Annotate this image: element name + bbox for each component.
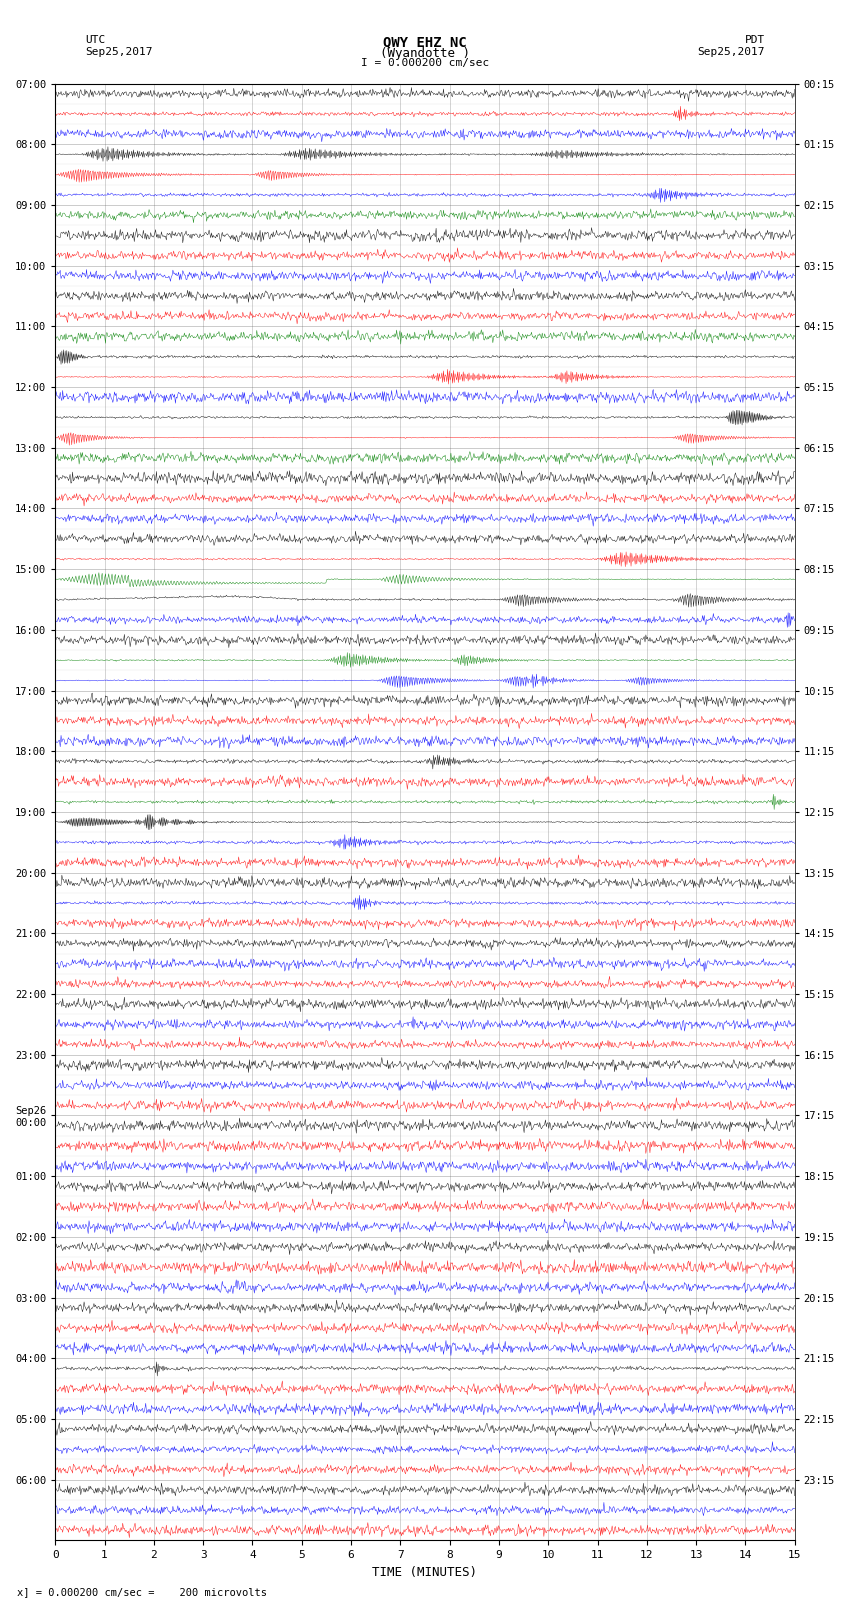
Text: PDT: PDT	[745, 35, 765, 45]
Text: QWY EHZ NC: QWY EHZ NC	[383, 35, 467, 50]
Text: I = 0.000200 cm/sec: I = 0.000200 cm/sec	[361, 58, 489, 68]
Text: UTC: UTC	[85, 35, 105, 45]
X-axis label: TIME (MINUTES): TIME (MINUTES)	[372, 1566, 478, 1579]
Text: x] = 0.000200 cm/sec =    200 microvolts: x] = 0.000200 cm/sec = 200 microvolts	[17, 1587, 267, 1597]
Text: Sep25,2017: Sep25,2017	[698, 47, 765, 56]
Text: Sep25,2017: Sep25,2017	[85, 47, 152, 56]
Text: (Wyandotte ): (Wyandotte )	[380, 47, 470, 60]
